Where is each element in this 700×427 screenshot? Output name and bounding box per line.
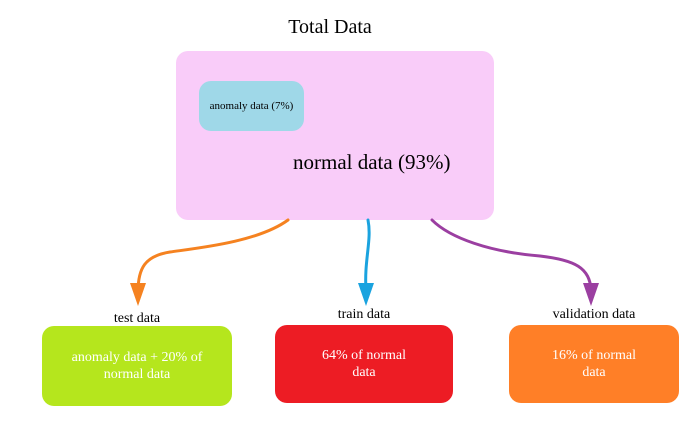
diagram-title: Total Data xyxy=(288,16,372,38)
train-data-line-2: data xyxy=(352,365,376,380)
anomaly-data-box: anomaly data (7%) xyxy=(199,81,304,131)
test-data-line-1: anomaly data + 20% of xyxy=(71,350,203,365)
validation-data-line-1: 16% of normal xyxy=(552,348,636,363)
arrowhead-train xyxy=(358,283,374,306)
arrowhead-validation xyxy=(583,283,599,306)
train-data-line-1: 64% of normal xyxy=(322,348,406,363)
test-data-box: anomaly data + 20% of normal data xyxy=(42,326,232,406)
arrow-to-train xyxy=(364,218,371,292)
arrowhead-test xyxy=(130,283,146,306)
anomaly-data-label: anomaly data (7%) xyxy=(209,100,294,112)
arrow-to-validation xyxy=(430,218,593,292)
total-data-box xyxy=(176,51,494,220)
arrow-to-test xyxy=(136,218,290,294)
validation-data-box: 16% of normal data xyxy=(509,325,679,403)
test-data-line-2: normal data xyxy=(103,367,171,382)
validation-data-label: validation data xyxy=(552,307,636,322)
train-data-label: train data xyxy=(337,307,391,322)
validation-data-line-2: data xyxy=(582,365,606,380)
train-data-box: 64% of normal data xyxy=(275,325,453,403)
test-data-label: test data xyxy=(113,311,161,326)
normal-data-label: normal data (93%) xyxy=(293,150,451,174)
